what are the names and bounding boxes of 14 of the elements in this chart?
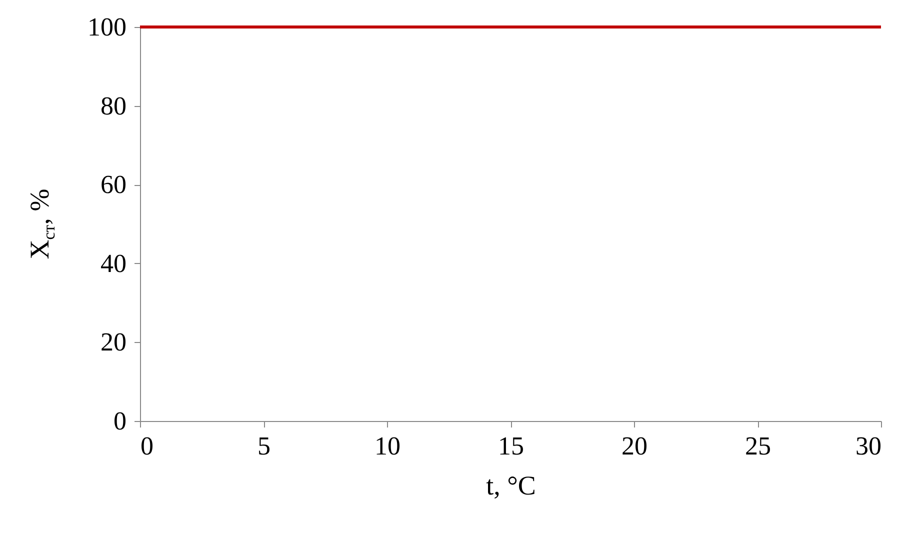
x-tick-label: 15	[498, 432, 524, 460]
x-tick-label: 0	[140, 432, 154, 460]
x-axis-title: t, °C	[486, 470, 536, 500]
x-tick-label: 30	[856, 432, 882, 460]
x-tick-label: 25	[745, 432, 771, 460]
y-tick-label: 80	[100, 91, 126, 120]
y-tick-label: 0	[114, 406, 126, 436]
y-tick-label: 40	[100, 248, 126, 278]
y-tick-label: 60	[100, 170, 126, 200]
y-tick-label: 20	[100, 328, 126, 357]
x-tick-label: 10	[374, 432, 400, 460]
y-tick-label: 100	[88, 12, 126, 42]
x-tick-label: 20	[622, 432, 648, 460]
x-tick-label: 5	[258, 432, 270, 460]
